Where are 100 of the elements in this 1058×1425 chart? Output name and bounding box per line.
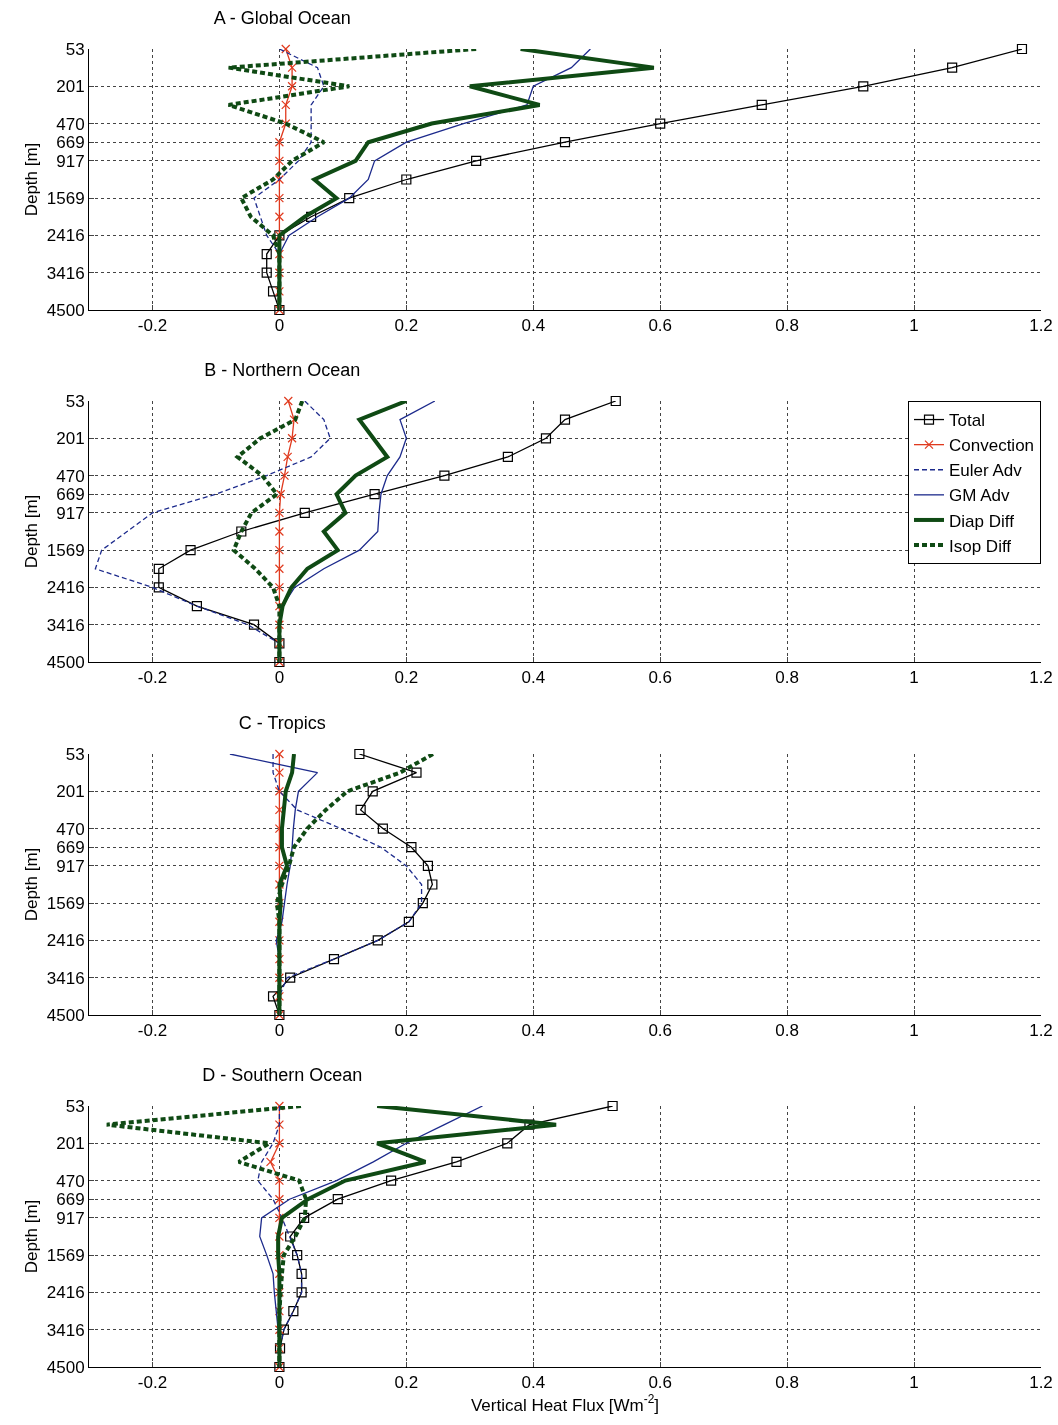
point (285, 972, 296, 983)
y-tick-label: 669 (56, 1190, 85, 1210)
point (274, 137, 284, 147)
y-tick-label: 669 (56, 485, 85, 505)
x-tick-label: 0 (274, 668, 285, 688)
point (299, 507, 310, 518)
point (281, 118, 291, 129)
point (422, 860, 434, 871)
point (274, 286, 284, 296)
chart-title: A - Global Ocean (213, 7, 351, 28)
y-tick-label: 470 (56, 466, 85, 486)
x-axis-title: Vertical Heat Flux [Wm$^{-2}$] (470, 1392, 660, 1415)
x-tick-label: 0.6 (648, 316, 673, 336)
point (354, 748, 365, 760)
y-tick-label: 4500 (46, 652, 85, 672)
point (756, 99, 767, 111)
x-tick-label: 0.6 (648, 1373, 673, 1393)
x-tick-label: 0.4 (521, 668, 546, 688)
point (283, 452, 293, 462)
point (274, 991, 284, 1001)
point (274, 156, 284, 166)
point (559, 137, 571, 148)
x-tick-label: 0.6 (648, 1021, 673, 1041)
y-tick-label: 4500 (46, 1005, 85, 1025)
y-tick-label: 53 (65, 744, 85, 764)
point (306, 211, 317, 222)
point (417, 898, 428, 909)
y-tick-label: 53 (65, 391, 85, 411)
point (281, 44, 291, 54)
legend-label: Diap Diff (949, 511, 1015, 531)
point (153, 582, 164, 593)
point (267, 286, 279, 297)
x-tick-label: 0.2 (394, 316, 419, 336)
y-tick-label: 3416 (46, 615, 85, 635)
point (274, 1175, 284, 1186)
y-tick-label: 1569 (46, 894, 85, 914)
y-tick-label: 470 (56, 1171, 85, 1191)
point (287, 63, 297, 73)
x-tick-label: 0.2 (394, 1021, 419, 1041)
point (274, 1213, 284, 1223)
y-tick-label: 2416 (46, 578, 85, 598)
y-axis-title: Depth [m] (22, 494, 42, 569)
point (274, 954, 284, 964)
x-tick-label: 0.4 (521, 1021, 546, 1041)
x-tick-label: 1.2 (1029, 1021, 1053, 1041)
y-tick-label: 2416 (46, 226, 85, 246)
x-tick-label: 0 (274, 1373, 285, 1393)
x-tick-label: 0.2 (394, 668, 419, 688)
point (279, 470, 290, 481)
point (332, 1194, 343, 1205)
point (386, 1175, 397, 1186)
point (274, 620, 284, 630)
point (274, 268, 284, 278)
y-axis-title: Depth [m] (22, 142, 42, 217)
point (265, 1157, 276, 1167)
point (281, 100, 291, 110)
point (427, 879, 438, 890)
point (153, 563, 164, 574)
y-tick-label: 917 (56, 856, 85, 876)
point (274, 749, 284, 759)
point (185, 545, 196, 556)
point (274, 564, 284, 574)
point (287, 433, 297, 443)
legend-label: Euler Adv (949, 461, 1023, 481)
point (274, 805, 284, 815)
y-tick-label: 53 (65, 39, 85, 59)
point (274, 582, 284, 593)
point (610, 395, 621, 407)
y-tick-label: 917 (56, 151, 85, 171)
y-tick-label: 470 (56, 114, 85, 134)
x-tick-label: 1 (909, 316, 919, 336)
point (367, 786, 378, 797)
y-tick-label: 3416 (46, 1320, 85, 1340)
y-tick-label: 1569 (46, 189, 85, 209)
chart-title: D - Southern Ocean (202, 1064, 363, 1085)
point (540, 433, 552, 444)
legend-label: GM Adv (949, 486, 1010, 506)
point (355, 804, 366, 816)
point (274, 526, 284, 537)
y-tick-label: 2416 (46, 931, 85, 951)
x-tick-label: -0.2 (137, 668, 168, 688)
y-tick-label: 470 (56, 819, 85, 839)
point (283, 396, 293, 406)
x-tick-label: 0.4 (521, 1373, 546, 1393)
x-tick-label: 0.2 (394, 1373, 419, 1393)
chart-title: B - Northern Ocean (204, 359, 361, 380)
point (248, 619, 260, 630)
point (267, 991, 279, 1002)
point (451, 1156, 462, 1168)
point (406, 842, 417, 853)
point (274, 1250, 284, 1260)
point (274, 212, 284, 222)
y-tick-label: 201 (56, 1134, 85, 1154)
point (502, 451, 513, 463)
legend-label: Convection (949, 436, 1035, 456)
y-tick-label: 4500 (46, 1357, 85, 1377)
point (502, 1138, 513, 1149)
y-tick-label: 4500 (46, 300, 85, 320)
legend-label: Total (949, 411, 985, 431)
point (236, 526, 247, 537)
